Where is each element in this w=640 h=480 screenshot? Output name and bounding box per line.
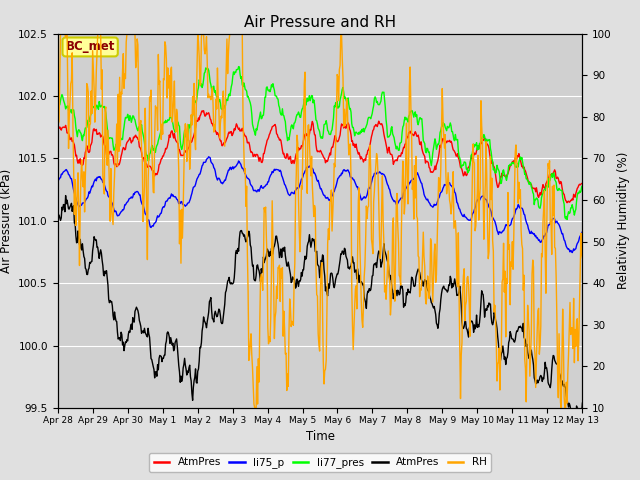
Y-axis label: Air Pressure (kPa): Air Pressure (kPa) — [0, 168, 13, 273]
Y-axis label: Relativity Humidity (%): Relativity Humidity (%) — [618, 152, 630, 289]
Title: Air Pressure and RH: Air Pressure and RH — [244, 15, 396, 30]
Text: BC_met: BC_met — [65, 40, 115, 53]
Legend: AtmPres, li75_p, li77_pres, AtmPres, RH: AtmPres, li75_p, li77_pres, AtmPres, RH — [149, 453, 491, 472]
X-axis label: Time: Time — [305, 430, 335, 443]
